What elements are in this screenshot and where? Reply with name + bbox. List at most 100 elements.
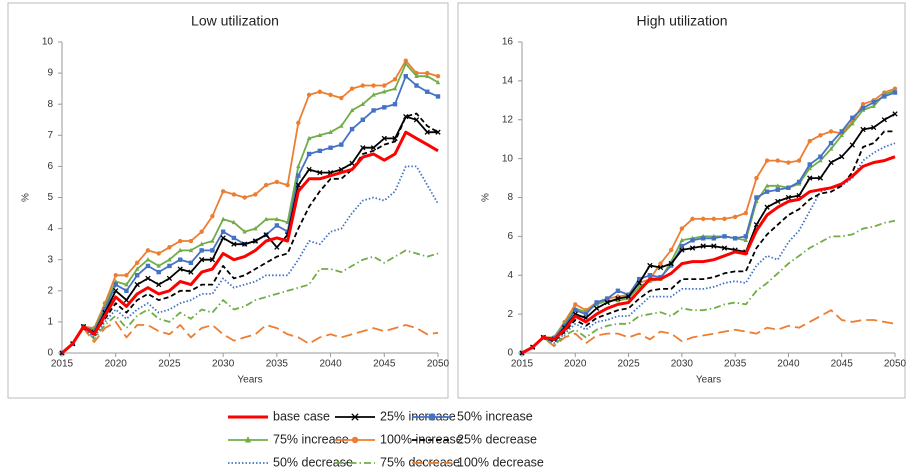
marker: [145, 263, 151, 269]
marker: [349, 126, 355, 132]
marker: [424, 129, 430, 135]
marker: [135, 273, 140, 278]
y-tick-label: 3: [47, 254, 53, 265]
marker: [594, 300, 599, 305]
marker: [722, 216, 727, 222]
marker: [382, 89, 387, 94]
marker: [573, 302, 578, 307]
marker: [166, 275, 173, 282]
marker: [392, 135, 398, 142]
marker: [435, 79, 441, 85]
marker: [371, 108, 376, 113]
marker: [210, 238, 215, 243]
y-tick-label: 6: [47, 161, 53, 172]
marker: [657, 264, 664, 271]
x-tick-label: 2045: [831, 359, 854, 370]
marker: [775, 187, 780, 192]
marker: [135, 260, 140, 266]
marker: [392, 102, 398, 107]
marker: [849, 142, 856, 148]
marker: [328, 92, 333, 98]
marker: [188, 247, 194, 253]
series-line: [61, 75, 439, 354]
marker: [700, 216, 706, 222]
y-tick-label: 16: [502, 37, 514, 48]
marker: [743, 210, 748, 216]
y-axis-label: %: [21, 193, 32, 202]
marker: [860, 102, 866, 107]
marker: [306, 92, 312, 98]
y-tick-label: 6: [507, 231, 513, 242]
marker: [637, 276, 642, 282]
marker: [679, 243, 685, 249]
marker: [351, 436, 359, 444]
marker: [220, 235, 226, 241]
series-line: [521, 219, 896, 354]
marker: [156, 269, 161, 275]
y-tick-label: 4: [47, 223, 53, 234]
marker: [285, 182, 290, 188]
legend-label: 50% decrease: [273, 455, 353, 469]
marker: [253, 225, 258, 231]
chart-title: High utilization: [636, 13, 727, 29]
marker: [425, 70, 430, 76]
marker: [274, 179, 280, 185]
marker: [414, 83, 419, 88]
series-line: [521, 87, 896, 354]
marker: [209, 257, 216, 263]
marker: [775, 158, 780, 163]
y-tick-label: 8: [47, 99, 53, 110]
y-tick-label: 0: [507, 348, 513, 359]
marker: [339, 123, 344, 128]
marker: [807, 162, 812, 167]
x-tick-label: 2050: [884, 359, 907, 370]
marker: [764, 204, 770, 210]
marker: [573, 308, 578, 313]
marker: [349, 160, 355, 166]
marker: [188, 269, 194, 275]
marker: [583, 311, 589, 317]
x-axis-label: Years: [696, 375, 721, 386]
marker: [296, 173, 301, 178]
marker: [220, 189, 226, 194]
x-tick-label: 2030: [212, 359, 235, 370]
x-tick-label: 2040: [319, 359, 342, 370]
marker: [371, 92, 376, 97]
marker: [252, 238, 259, 244]
marker: [167, 257, 172, 262]
marker: [828, 146, 834, 151]
marker: [306, 135, 312, 141]
marker: [188, 238, 194, 244]
marker: [428, 413, 436, 421]
marker: [188, 260, 194, 266]
marker: [339, 95, 344, 101]
x-tick-label: 2025: [158, 359, 181, 370]
marker: [220, 216, 226, 222]
x-axis-label: Years: [237, 375, 262, 386]
marker: [167, 245, 172, 250]
marker: [306, 151, 312, 157]
marker: [231, 192, 237, 197]
marker: [871, 103, 876, 108]
marker: [306, 166, 312, 173]
series-line: [521, 91, 896, 354]
series-line: [521, 89, 896, 354]
marker: [679, 237, 685, 243]
y-tick-label: 8: [507, 192, 513, 203]
marker: [317, 169, 323, 176]
y-tick-label: 14: [502, 76, 514, 87]
marker: [167, 263, 172, 269]
marker: [625, 293, 632, 300]
marker: [241, 241, 248, 247]
marker: [700, 243, 706, 249]
series-line: [521, 130, 895, 354]
y-tick-label: 2: [507, 309, 513, 320]
x-tick-label: 2020: [105, 359, 128, 370]
marker: [317, 148, 323, 154]
marker: [156, 281, 162, 288]
marker: [349, 86, 355, 91]
panel-frame: [7, 2, 449, 399]
marker: [392, 77, 398, 82]
marker: [102, 307, 108, 312]
marker: [775, 183, 780, 188]
